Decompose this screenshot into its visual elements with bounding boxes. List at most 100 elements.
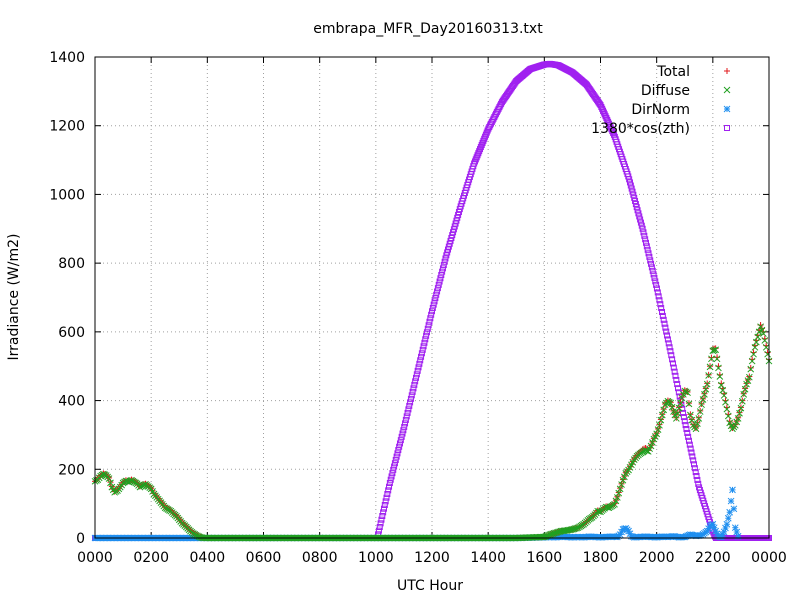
data-point bbox=[764, 350, 771, 358]
data-point bbox=[685, 400, 693, 408]
data-point bbox=[420, 343, 427, 350]
data-point bbox=[653, 285, 660, 292]
data-point bbox=[605, 120, 612, 127]
data-point bbox=[685, 433, 692, 440]
data-point bbox=[703, 380, 711, 388]
data-point bbox=[706, 363, 714, 371]
data-point bbox=[404, 409, 411, 416]
data-point bbox=[747, 364, 754, 371]
data-point bbox=[699, 396, 707, 403]
data-point bbox=[610, 129, 617, 136]
data-point bbox=[422, 336, 429, 343]
legend: Total Diffuse DirNorm 1380*cos(zth) bbox=[591, 64, 731, 137]
data-point bbox=[408, 392, 415, 399]
data-point bbox=[423, 332, 430, 339]
data-point bbox=[431, 298, 438, 305]
data-point bbox=[675, 404, 683, 412]
data-point bbox=[433, 291, 440, 298]
data-point bbox=[662, 324, 669, 331]
data-point bbox=[726, 508, 734, 516]
data-point bbox=[418, 350, 425, 357]
data-point bbox=[731, 421, 739, 429]
data-point bbox=[736, 409, 743, 417]
data-point bbox=[677, 399, 684, 407]
data-point bbox=[635, 210, 642, 217]
data-point bbox=[670, 408, 677, 415]
data-point bbox=[386, 483, 393, 490]
data-point bbox=[395, 447, 402, 454]
legend-label: DirNorm bbox=[631, 102, 690, 118]
data-point bbox=[608, 126, 615, 133]
data-point bbox=[678, 394, 686, 402]
data-point bbox=[680, 414, 687, 421]
data-point bbox=[709, 520, 717, 528]
data-point bbox=[659, 308, 666, 315]
data-point bbox=[416, 360, 423, 367]
data-point bbox=[712, 346, 719, 354]
data-point bbox=[674, 409, 682, 417]
data-point bbox=[689, 453, 696, 460]
data-point bbox=[441, 258, 448, 265]
data-point bbox=[674, 381, 681, 388]
data-point bbox=[654, 426, 662, 433]
data-point bbox=[636, 213, 643, 220]
data-point bbox=[744, 377, 752, 384]
data-point bbox=[386, 480, 393, 487]
legend-entry: Diffuse bbox=[641, 83, 731, 99]
data-point bbox=[694, 476, 701, 483]
data-point bbox=[609, 128, 616, 135]
data-point bbox=[667, 399, 675, 407]
data-point bbox=[663, 328, 670, 335]
data-point bbox=[669, 360, 676, 367]
data-point bbox=[708, 355, 715, 363]
data-point bbox=[123, 478, 131, 485]
data-point bbox=[439, 265, 446, 272]
data-point bbox=[410, 385, 417, 392]
data-point bbox=[424, 325, 431, 332]
data-point bbox=[598, 103, 605, 110]
series-cross bbox=[91, 323, 773, 542]
legend-marker bbox=[723, 105, 731, 113]
data-point bbox=[690, 457, 697, 464]
data-point bbox=[637, 216, 644, 223]
legend-entry: Total bbox=[656, 64, 730, 80]
chart-title: embrapa_MFR_Day20160313.txt bbox=[313, 21, 543, 37]
data-point bbox=[391, 460, 398, 467]
data-point bbox=[692, 425, 700, 433]
data-point bbox=[664, 332, 671, 339]
data-point bbox=[405, 406, 412, 413]
x-tick-label: 0200 bbox=[133, 550, 169, 566]
data-point bbox=[683, 426, 690, 433]
data-point bbox=[604, 116, 611, 123]
data-point bbox=[639, 225, 646, 232]
legend-entry: DirNorm bbox=[631, 102, 731, 118]
data-point bbox=[632, 201, 639, 208]
data-point bbox=[377, 520, 384, 527]
data-point bbox=[432, 295, 439, 302]
data-point bbox=[436, 278, 443, 285]
data-point bbox=[643, 243, 650, 250]
grid bbox=[95, 57, 769, 538]
data-point bbox=[664, 336, 671, 343]
x-tick-label: 0000 bbox=[751, 550, 787, 566]
x-tick-label: 2200 bbox=[695, 550, 731, 566]
data-point bbox=[715, 364, 722, 372]
data-point bbox=[437, 275, 444, 282]
data-point bbox=[731, 524, 739, 532]
data-point bbox=[730, 505, 738, 513]
data-point bbox=[667, 348, 674, 355]
data-point bbox=[601, 111, 608, 118]
data-point bbox=[722, 524, 729, 532]
data-point bbox=[681, 418, 688, 425]
data-point bbox=[376, 524, 383, 531]
data-point bbox=[708, 354, 715, 361]
data-point bbox=[652, 278, 659, 285]
data-point bbox=[720, 392, 728, 399]
y-tick-label: 800 bbox=[58, 256, 85, 272]
data-point bbox=[380, 505, 387, 512]
data-point bbox=[398, 433, 405, 440]
legend-marker bbox=[724, 125, 730, 131]
data-point bbox=[629, 188, 636, 195]
data-point bbox=[615, 489, 623, 497]
